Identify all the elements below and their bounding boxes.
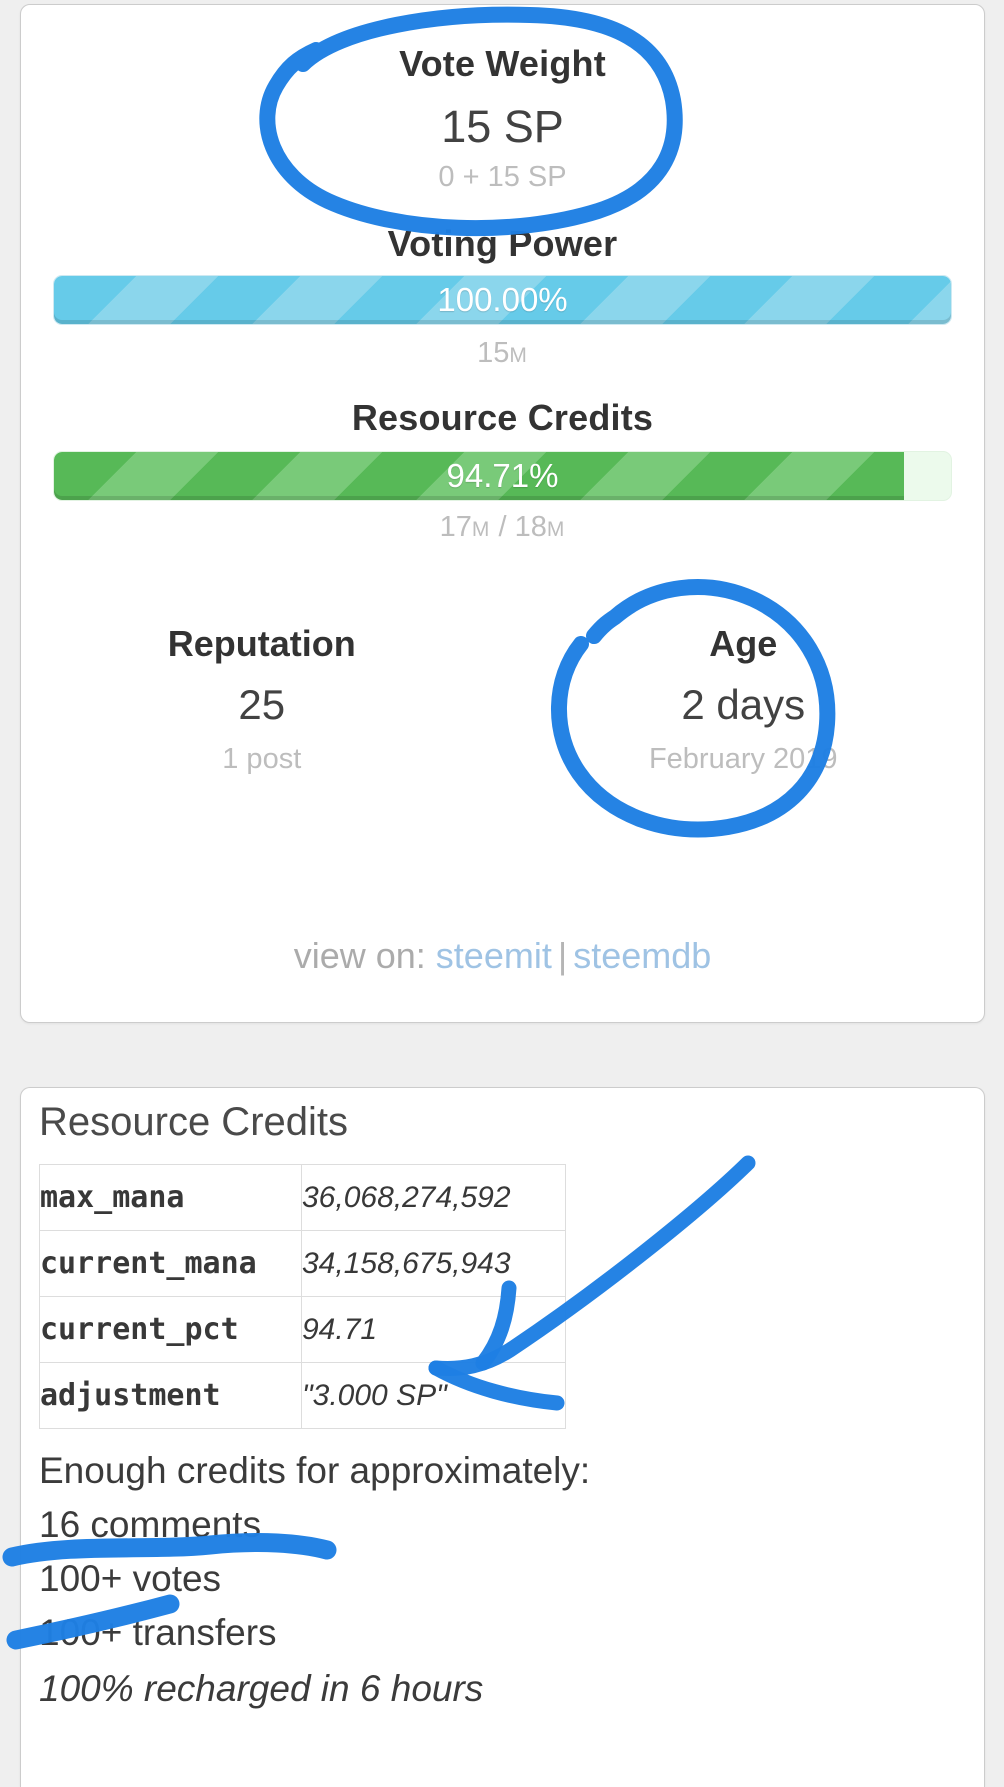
voting-power-percent: 100.00% [437,281,568,318]
row-value: 94.71 [301,1296,566,1363]
vote-weight-label: Vote Weight [399,43,606,84]
voting-power-mana: 15M [477,337,528,369]
steemit-link[interactable]: steemit [435,935,552,976]
reputation-value: 25 [238,681,286,728]
view-on-line: view on: steemit | steemdb [21,935,984,977]
page: Vote Weight 15 SP 0 + 15 SP Voting Power… [2,4,985,1787]
view-on-prefix: view on: [293,935,436,976]
link-divider: | [557,935,568,976]
table-row: max_mana 36,068,274,592 [39,1164,566,1231]
rc-bar-fill [54,452,904,500]
account-stats-card: Vote Weight 15 SP 0 + 15 SP Voting Power… [20,4,985,1023]
capability-comments: 16 comments [39,1504,262,1545]
vote-weight-value: 15 SP [441,101,564,152]
reputation-label: Reputation [167,623,356,664]
table-row: current_pct 94.71 [39,1296,566,1363]
age-label: Age [709,623,778,664]
row-key: adjustment [39,1362,302,1429]
age-section: Age 2 days February 2019 [503,623,985,776]
rc-percent: 94.71% [446,457,559,494]
reputation-sub: 1 post [222,743,302,775]
capability-transfers: 100+ transfers [39,1612,277,1653]
recharge-note: 100% recharged in 6 hours [39,1668,484,1709]
row-key: current_pct [39,1296,302,1363]
resource-credits-label: Resource Credits [351,397,654,438]
age-value: 2 days [681,681,806,728]
table-row: adjustment "3.000 SP" [39,1362,566,1429]
voting-power-fill [54,276,951,324]
rc-table: max_mana 36,068,274,592 current_mana 34,… [39,1164,566,1429]
row-key: current_mana [39,1230,302,1297]
rc-mana: 17M / 18M [439,511,566,543]
table-row: current_mana 34,158,675,943 [39,1230,566,1297]
resource-credits-card: Resource Credits max_mana 36,068,274,592… [20,1087,985,1787]
voting-power-bar: 100.00% [53,275,952,325]
voting-power-label: Voting Power [387,223,618,264]
rc-bar-track: 94.71% [53,451,952,501]
rc-summary-lines: Enough credits for approximately: 16 com… [39,1444,966,1716]
rc-card-title: Resource Credits [39,1100,349,1144]
capability-votes: 100+ votes [39,1558,222,1599]
reputation-section: Reputation 25 1 post [21,623,503,776]
age-sub: February 2019 [648,743,838,775]
vote-weight-sub: 0 + 15 SP [438,161,567,193]
steemdb-link[interactable]: steemdb [573,935,712,976]
row-value: 36,068,274,592 [301,1164,566,1231]
row-key: max_mana [39,1164,302,1231]
reputation-age-row: Reputation 25 1 post Age 2 days February… [21,623,984,776]
row-value: 34,158,675,943 [301,1230,566,1297]
enough-credits-line: Enough credits for approximately: [39,1450,591,1491]
row-value: "3.000 SP" [301,1362,566,1429]
